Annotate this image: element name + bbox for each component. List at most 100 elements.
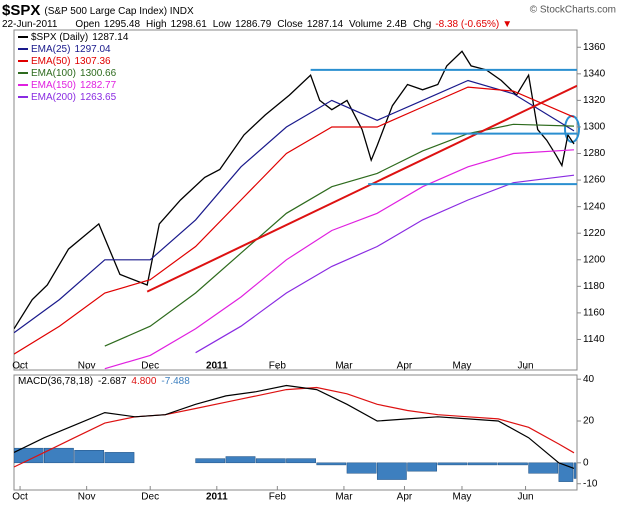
macd-panel [13, 374, 578, 491]
series-line [195, 174, 575, 354]
y-tick-label: 1140 [583, 334, 605, 345]
legend-value: 1307.36 [74, 56, 111, 67]
stat-label: Low [213, 19, 232, 30]
legend-value: 1300.66 [80, 68, 117, 79]
legend-entry: EMA(200) 1263.65 [31, 92, 117, 103]
histogram-bar [573, 462, 577, 479]
histogram-bar [74, 450, 105, 464]
price-panel [13, 29, 578, 371]
source: © StockCharts.com [530, 5, 616, 16]
stat-value: 1295.48 [104, 19, 141, 30]
y-tick-label: 1200 [583, 254, 606, 265]
macd-legend-value: -7.488 [161, 376, 190, 387]
legend-name: EMA(150) [31, 80, 76, 91]
series-line [14, 384, 575, 469]
x-tick-label: Dec [141, 361, 159, 372]
legend-entry: EMA(150) 1282.77 [31, 80, 117, 91]
x-tick-label: Nov [78, 492, 96, 503]
legend-name: EMA(200) [31, 92, 76, 103]
legend-entry: EMA(25) 1297.04 [31, 44, 111, 55]
stat-value: -8.38 (-0.65%) [435, 19, 499, 30]
stat-label: Open [75, 19, 99, 30]
series-line [14, 386, 575, 468]
histogram-bar [407, 462, 438, 472]
macd-legend-value: -2.687 [98, 376, 127, 387]
histogram-bar [195, 458, 226, 464]
x-tick-label: 2011 [206, 361, 228, 372]
y-tick-label: 20 [583, 416, 595, 427]
y-tick-label: -10 [583, 478, 598, 489]
macd-title: MACD(36,78,18) [18, 376, 93, 387]
stat-value: 1298.61 [171, 19, 208, 30]
trend-line [146, 84, 577, 293]
stat-label: Volume [349, 19, 383, 30]
header-title: $SPX (S&P 500 Large Cap Index) INDX [2, 2, 194, 19]
legend-name: EMA(50) [31, 56, 70, 67]
legend-value: 1287.14 [92, 32, 129, 43]
legend-name: $SPX (Daily) [31, 32, 88, 43]
x-tick-label: Feb [269, 361, 287, 372]
x-tick-label: May [453, 492, 472, 503]
stat-value: 1287.14 [307, 19, 344, 30]
x-tick-label: Apr [397, 361, 413, 372]
stats-line: 22-Jun-2011 Open 1295.48 High 1298.61 Low 1286… [2, 19, 512, 30]
stat-label: Close [277, 19, 303, 30]
x-tick-label: Dec [141, 492, 159, 503]
legend-value: 1282.77 [80, 80, 117, 91]
x-tick-label: Jun [517, 361, 533, 372]
macd-legend-value: 4.800 [131, 376, 156, 387]
legend-value: 1263.65 [80, 92, 117, 103]
histogram-bar [14, 447, 44, 464]
x-tick-label: Jun [517, 492, 533, 503]
y-tick-label: 1160 [583, 308, 605, 319]
subtitle: (S&P 500 Large Cap Index) INDX [44, 6, 194, 17]
x-tick-label: Oct [12, 361, 28, 372]
y-tick-label: 1360 [583, 42, 606, 53]
x-tick-label: 2011 [206, 492, 228, 503]
histogram-bar [437, 462, 468, 466]
stat-label: High [146, 19, 167, 30]
y-tick-label: 40 [583, 374, 595, 385]
y-tick-label: 1340 [583, 68, 606, 79]
x-tick-label: Mar [335, 361, 353, 372]
legend-entry: EMA(50) 1307.36 [31, 56, 111, 67]
date: 22-Jun-2011 [2, 19, 58, 30]
y-tick-label: 1180 [583, 281, 605, 292]
x-tick-label: May [453, 361, 472, 372]
legend-name: EMA(100) [31, 68, 76, 79]
series-line [104, 149, 575, 370]
histogram-bar [286, 458, 316, 464]
x-tick-label: Apr [397, 492, 413, 503]
stat-value: 2.4B [386, 19, 407, 30]
y-tick-label: 1280 [583, 148, 606, 159]
legend-entry: EMA(100) 1300.66 [31, 68, 117, 79]
plot-area [14, 50, 577, 370]
legend-entry: $SPX (Daily) 1287.14 [31, 32, 129, 43]
plot-area [14, 384, 577, 482]
legend-value: 1297.04 [74, 44, 111, 55]
y-tick-label: 1260 [583, 175, 606, 186]
histogram-bar [528, 462, 559, 474]
histogram-bar [498, 462, 528, 466]
y-tick-label: 0 [583, 457, 589, 468]
histogram-bar [346, 462, 377, 474]
x-tick-label: Feb [269, 492, 287, 503]
stat-value: 1286.79 [235, 19, 272, 30]
series-line [14, 86, 575, 355]
histogram-bar [225, 456, 256, 464]
legend-name: EMA(25) [31, 44, 70, 55]
histogram-bar [376, 462, 407, 480]
histogram-bar [467, 462, 498, 466]
x-tick-label: Nov [78, 361, 96, 372]
histogram-bar [104, 452, 135, 464]
histogram-bar [255, 458, 286, 464]
x-tick-label: Mar [335, 492, 353, 503]
y-tick-label: 1320 [583, 95, 606, 106]
down-arrow: ▼ [502, 19, 512, 30]
series-line [14, 50, 575, 330]
histogram-bar [44, 447, 74, 464]
histogram-bar [558, 462, 574, 482]
histogram-bar [316, 462, 347, 466]
stat-label: Chg [413, 19, 431, 30]
